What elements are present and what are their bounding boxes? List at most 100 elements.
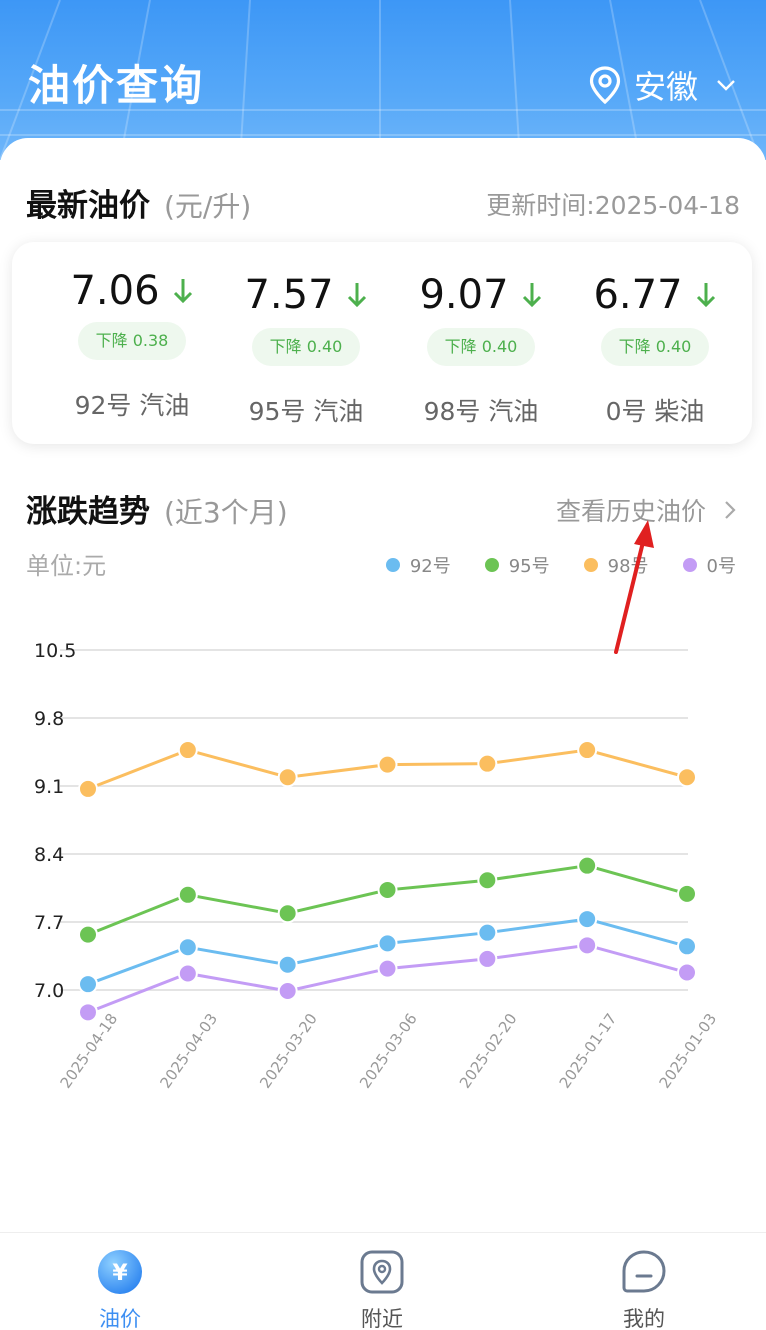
price-item-95[interactable]: 7.57 下降 0.40 95号 汽油 [218,242,394,444]
trend-title-text: 涨跌趋势 [26,494,150,530]
series-point-2 [277,767,298,788]
legend-label: 95号 [508,556,550,577]
series-point-1 [677,883,697,904]
nearby-location-icon [360,1250,404,1294]
series-point-2 [377,754,398,775]
legend-label: 92号 [409,556,451,577]
chevron-down-icon [717,80,735,91]
legend-dot [682,558,697,572]
chevron-right-icon [725,501,736,519]
tab-label: 油价 [99,1307,141,1330]
legend-item-0[interactable]: 0号 [682,552,736,578]
tab-oil-price[interactable]: ¥ 油价 [40,1233,200,1330]
arrow-down-icon [696,283,715,308]
history-link-label: 查看历史油价 [555,497,706,526]
tab-nearby[interactable]: 附近 [302,1233,462,1330]
latest-price-title: 最新油价 (元/升) [26,180,251,225]
change-badge: 下降 0.40 [427,328,535,366]
series-line-3 [87,943,688,1014]
series-point-0 [277,954,298,975]
legend-dot [484,558,499,572]
series-point-3 [78,1002,98,1023]
x-tick-label: 2025-01-03 [656,1010,721,1092]
history-price-link[interactable]: 查看历史油价 [556,492,736,528]
legend-item-92[interactable]: 92号 [385,552,451,578]
fuel-name: 98号 汽油 [423,397,539,426]
y-tick-label: 7.7 [34,912,64,934]
x-tick-label: 2025-02-20 [456,1010,521,1092]
trend-chart: 7.0 7.7 8.4 9.1 9.8 10.5 2025-04-18 2025-04-03 2… [0,600,766,1160]
series-point-2 [677,767,697,788]
fuel-name: 95号 汽油 [248,397,364,426]
price-value: 7.57 [244,272,334,318]
legend-label: 0号 [706,556,736,577]
series-point-0 [677,936,697,957]
series-point-3 [677,962,697,983]
series-point-2 [577,740,598,761]
tab-label: 我的 [623,1307,665,1330]
update-time: 更新时间:2025-04-18 [486,191,740,220]
latest-unit: (元/升) [164,190,252,223]
arrow-down-icon [522,283,541,308]
legend-dot [583,558,598,572]
x-tick-label: 2025-03-06 [356,1010,421,1092]
price-value: 6.77 [593,272,683,318]
location-pin-icon [589,66,621,105]
price-card: 7.06 下降 0.38 92号 汽油 7.57 下降 0.40 95号 汽油 … [12,242,752,444]
y-tick-label: 8.4 [34,844,64,866]
series-point-3 [477,948,498,969]
legend-dot [385,558,400,572]
tab-label: 附近 [361,1307,403,1330]
annotation-arrow [614,520,654,654]
series-point-0 [377,933,398,954]
series-point-2 [78,778,98,799]
tab-bar: ¥ 油价 附近 我的 [0,1232,766,1330]
chart-legend: 92号 95号 98号 0号 [352,552,736,578]
series-point-2 [177,740,198,761]
price-value: 7.06 [70,268,160,314]
series-line-1 [87,864,688,937]
series-point-3 [577,935,598,956]
fuel-name: 0号 柴油 [605,397,705,426]
header: 油价查询 安徽 [0,0,766,160]
series-point-0 [78,974,98,995]
region-selector[interactable]: 安徽 [588,62,736,108]
header-grid-pattern [0,0,766,160]
tab-mine[interactable]: 我的 [564,1233,724,1330]
series-point-3 [277,980,298,1001]
arrow-down-icon [173,279,192,304]
x-tick-label: 2025-04-03 [156,1010,221,1092]
y-tick-label: 9.8 [34,708,64,730]
latest-title-text: 最新油价 [26,188,150,224]
price-item-92[interactable]: 7.06 下降 0.38 92号 汽油 [44,242,220,444]
series-point-3 [177,963,198,984]
series-point-0 [477,922,498,943]
price-value: 9.07 [419,272,509,318]
series-point-0 [577,909,598,930]
price-item-98[interactable]: 9.07 下降 0.40 98号 汽油 [393,242,569,444]
arrow-down-icon [347,283,366,308]
trend-range: (近3个月) [164,496,288,529]
series-point-1 [377,879,398,900]
series-point-3 [377,958,398,979]
series-point-1 [577,855,598,876]
profile-chat-icon [622,1250,666,1293]
y-tick-label: 9.1 [34,776,64,798]
chart-unit: 单位:元 [26,552,107,580]
change-badge: 下降 0.38 [78,322,186,360]
series-point-1 [177,884,198,905]
trend-title: 涨跌趋势 (近3个月) [26,486,288,531]
series-point-0 [177,937,198,958]
change-badge: 下降 0.40 [252,328,360,366]
y-tick-label: 10.5 [34,640,76,662]
price-item-0[interactable]: 6.77 下降 0.40 0号 柴油 [567,242,743,444]
series-point-2 [477,753,498,774]
series-point-1 [78,924,98,945]
yuan-coin-icon: ¥ [98,1250,142,1294]
y-tick-label: 7.0 [34,980,64,1002]
fuel-name: 92号 汽油 [74,391,190,420]
legend-item-95[interactable]: 95号 [484,552,550,578]
x-tick-label: 2025-01-17 [556,1010,621,1092]
x-tick-label: 2025-03-20 [256,1010,321,1092]
